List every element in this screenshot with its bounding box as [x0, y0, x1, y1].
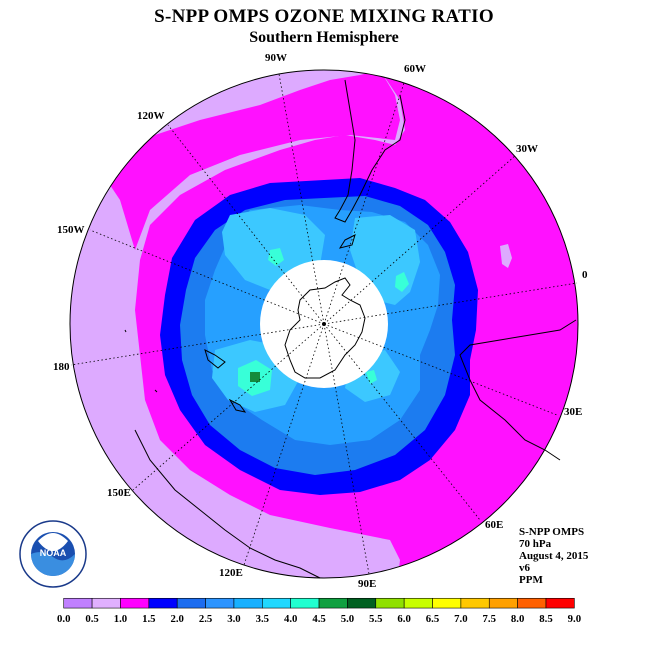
lon-label: 180	[53, 361, 70, 373]
colorbar-swatch	[176, 597, 206, 609]
south-america-coast	[334, 79, 406, 223]
colorbar-swatch	[460, 597, 490, 609]
lon-label: 60W	[404, 63, 426, 75]
colorbar-tick-label: 0.0	[57, 613, 70, 625]
colorbar-swatch	[432, 597, 462, 609]
colorbar-swatch	[233, 597, 263, 609]
map-subtitle: Southern Hemisphere	[249, 29, 399, 46]
antarctic-peninsula	[338, 234, 356, 249]
map-info: S-NPP OMPS 70 hPa August 4, 2015 v6 PPM	[519, 526, 588, 586]
green-maximum	[250, 372, 260, 382]
colorbar-tick-label: 0.5	[85, 613, 98, 625]
antarctica-coast	[284, 277, 366, 379]
colorbar-tick-label: 5.5	[369, 613, 382, 625]
colorbar-swatch	[262, 597, 291, 609]
colorbar-tick-label: 2.5	[199, 613, 212, 625]
magenta-region-north	[100, 70, 400, 250]
lon-label: 150W	[57, 224, 85, 236]
colorbar-tick-label: 6.5	[426, 613, 439, 625]
longitude-labels: 90W 60W 120W 30W 150W 0 180 30E 150E 60E…	[53, 52, 588, 590]
colorbar-tick-label: 2.0	[170, 613, 183, 625]
colorbar-swatch	[545, 597, 575, 609]
map-title: S-NPP OMPS OZONE MIXING RATIO	[154, 6, 494, 27]
colorbar-swatch	[63, 597, 93, 609]
lon-label: 60E	[485, 519, 503, 531]
south-pole-marker	[322, 322, 326, 326]
colorbar-tick-label: 9.0	[568, 613, 581, 625]
colorbar-swatch	[91, 597, 121, 609]
new-zealand-coast	[204, 349, 226, 369]
turquoise-spot-2	[395, 272, 409, 292]
colorbar-swatch	[120, 597, 150, 609]
australia-coast	[134, 429, 321, 579]
date-label: August 4, 2015	[519, 550, 589, 562]
lon-label: 0	[582, 269, 588, 281]
colorbar-swatch	[488, 597, 518, 609]
pressure-level-label: 70 hPa	[519, 538, 552, 550]
colorbar-tick-label: 4.5	[312, 613, 325, 625]
lon-label: 90E	[358, 578, 376, 590]
colorbar-tick-label: 8.0	[511, 613, 524, 625]
lon-label: 150E	[107, 487, 131, 499]
colorbar-swatch	[318, 597, 348, 609]
noaa-logo-text: NOAA	[40, 548, 67, 558]
colorbar-tick-label: 6.0	[397, 613, 410, 625]
coastlines	[124, 79, 577, 579]
noaa-logo: NOAA	[19, 520, 87, 588]
lon-label: 120E	[219, 567, 243, 579]
colorbar-swatch	[403, 597, 433, 609]
lavender-patch	[500, 244, 512, 268]
instrument-label: S-NPP OMPS	[519, 526, 585, 538]
colorbar-tick-label: 5.0	[341, 613, 354, 625]
lon-label: 30E	[564, 406, 582, 418]
turquoise-spot-4	[366, 370, 377, 384]
turquoise-spot-1	[268, 248, 284, 266]
africa-coast	[459, 319, 577, 461]
colorbar-swatch	[205, 597, 235, 609]
colorbar-tick-label: 7.5	[483, 613, 496, 625]
colorbar-swatch	[148, 597, 178, 609]
colorbar-tick-label: 1.5	[142, 613, 155, 625]
lon-label: 90W	[265, 52, 287, 64]
lon-label: 120W	[137, 110, 165, 122]
version-label: v6	[519, 562, 530, 574]
globe-outline	[69, 69, 579, 579]
colorbar-tick-label: 8.5	[539, 613, 552, 625]
colorbar-swatch	[290, 597, 320, 609]
colorbar-tick-label: 3.0	[227, 613, 240, 625]
colorbar-tick-label: 7.0	[454, 613, 467, 625]
units-label: PPM	[519, 574, 543, 586]
colorbar-swatch	[375, 597, 405, 609]
colorbar: 0.0 0.5 1.0 1.5 2.0 2.5 3.0 3.5 4.0 4.5 5.0 5.5 6.0 6…	[57, 597, 581, 625]
ozone-field	[70, 70, 578, 578]
colorbar-swatch	[347, 597, 377, 609]
colorbar-tick-label: 1.0	[114, 613, 127, 625]
meridian-grid	[70, 73, 578, 575]
lon-label: 30W	[516, 143, 538, 155]
colorbar-tick-label: 4.0	[284, 613, 297, 625]
colorbar-tick-label: 3.5	[256, 613, 269, 625]
colorbar-swatch	[517, 597, 547, 609]
